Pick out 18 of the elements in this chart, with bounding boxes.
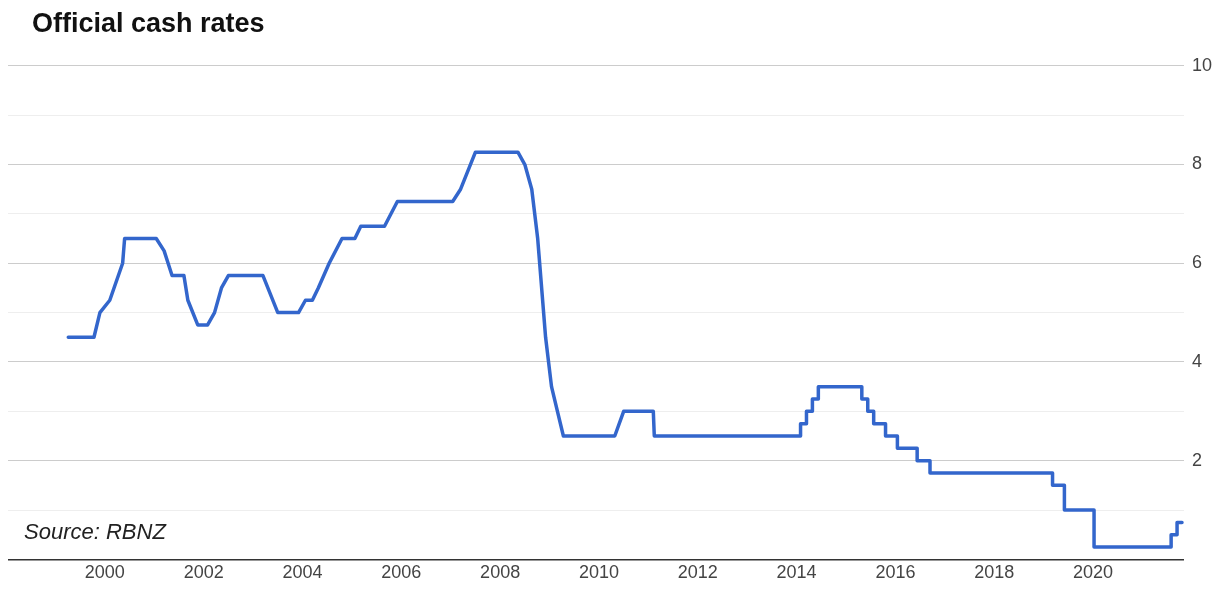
y-tick-label: 8: [1191, 153, 1202, 174]
x-tick-label: 2004: [282, 562, 323, 583]
x-tick-label: 2018: [974, 562, 1015, 583]
y-tick-label: 6: [1191, 252, 1202, 273]
chart-title: Official cash rates: [32, 8, 266, 39]
x-tick-label: 2000: [84, 562, 125, 583]
y-tick-label: 2: [1191, 449, 1202, 470]
x-tick-label: 2016: [875, 562, 916, 583]
y-tick-label: 4: [1191, 350, 1202, 371]
x-tick-label: 2008: [480, 562, 521, 583]
x-tick-label: 2006: [381, 562, 422, 583]
x-tick-label: 2012: [677, 562, 718, 583]
x-tick-label: 2020: [1073, 562, 1114, 583]
annotation: Source: RBNZ: [24, 518, 168, 544]
y-tick-label: 10: [1191, 54, 1213, 75]
x-tick-label: 2014: [776, 562, 817, 583]
x-tick-label: 2002: [183, 562, 224, 583]
x-tick-label: 2010: [578, 562, 619, 583]
